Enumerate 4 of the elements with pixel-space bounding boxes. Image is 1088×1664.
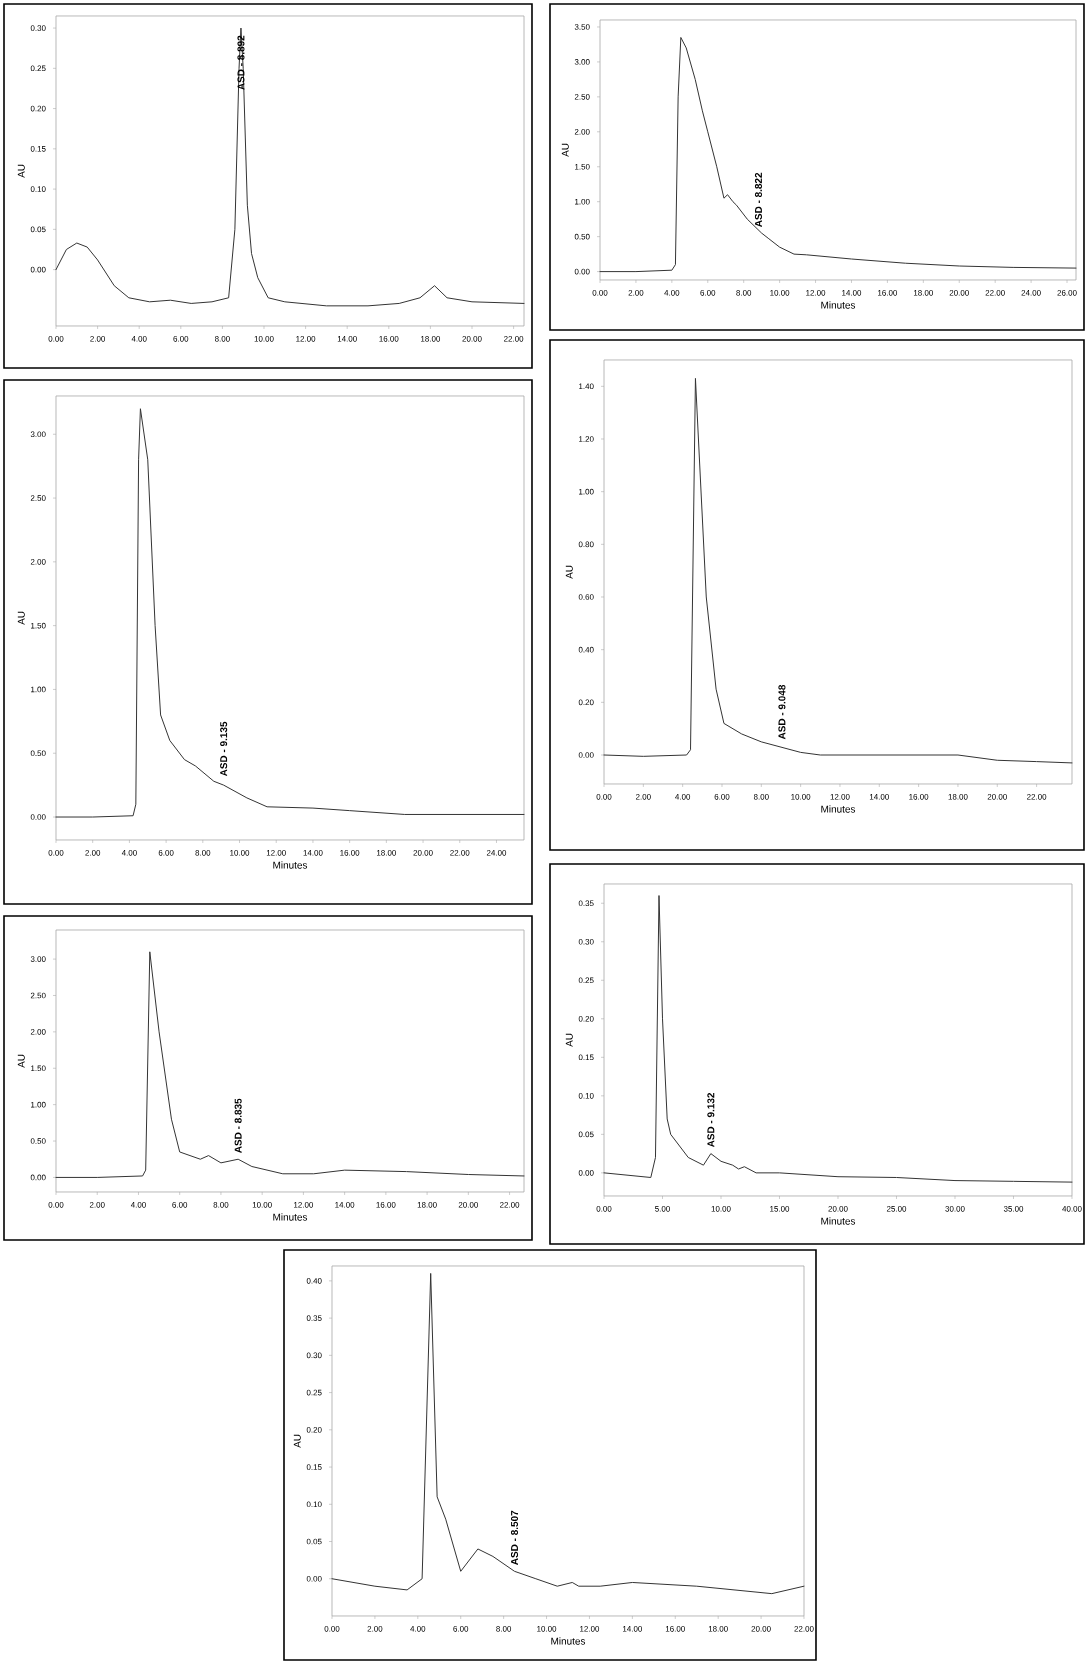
line-series — [55, 951, 525, 1178]
line-series — [331, 1272, 805, 1595]
line-series — [55, 27, 525, 307]
line-series — [599, 36, 1077, 273]
